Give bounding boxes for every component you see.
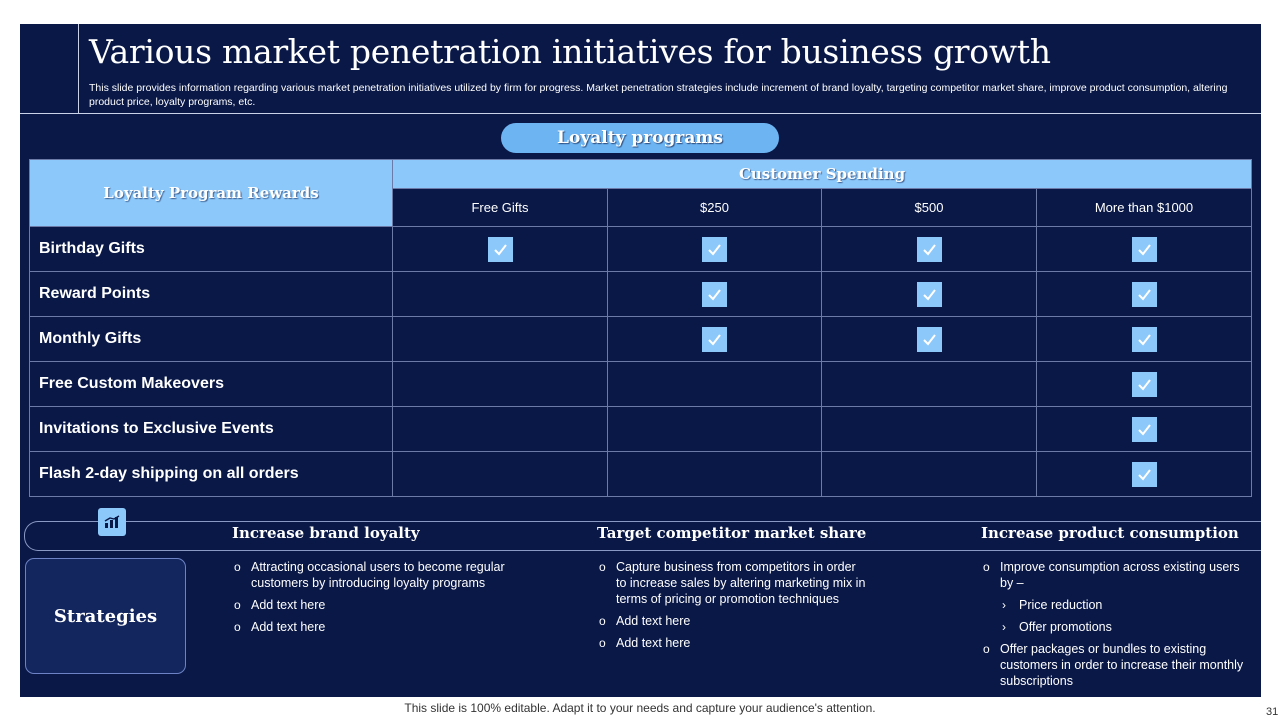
chart-icon [98,508,126,536]
checkmark-icon [1131,281,1157,307]
row-label: Free Custom Makeovers [29,361,393,407]
checkmark-icon [702,326,727,352]
strategy-bullet: Capture business from competitors in ord… [597,559,867,607]
column-header: $500 [821,188,1037,227]
strategy-heading: Increase product consumption [981,524,1239,542]
checkmark-icon [1131,236,1157,262]
table-body: Birthday Gifts Reward Points Monthly Gifts… [29,226,1252,497]
rewards-header: Loyalty Program Rewards [29,159,393,227]
table-cell [821,271,1037,317]
strategy-list: Attracting occasional users to become re… [232,559,532,635]
strategy-column-product-consumption: Increase product consumption Improve con… [981,524,1251,695]
loyalty-programs-pill: Loyalty programs [501,123,779,153]
footer-note: This slide is 100% editable. Adapt it to… [404,701,876,715]
strategy-column-competitor-share: Target competitor market share Capture b… [597,524,867,657]
table-cell [1036,451,1252,497]
table-cell [392,226,608,272]
column-header: $250 [607,188,822,227]
table-cell [392,406,608,452]
table-cell [821,451,1037,497]
table-row: Flash 2-day shipping on all orders [29,451,1252,497]
table-row: Birthday Gifts [29,226,1252,272]
table-cell [607,451,822,497]
strategy-bullet: Offer packages or bundles to existing cu… [981,641,1251,689]
slide-title: Various market penetration initiatives f… [89,32,1051,71]
table-row: Reward Points [29,271,1252,317]
checkmark-icon [702,281,727,307]
checkmark-icon [1131,371,1157,397]
checkmark-icon [1131,326,1157,352]
slide-subtitle: This slide provides information regardin… [89,82,1228,108]
strategy-bullet: Improve consumption across existing user… [981,559,1251,591]
strategy-bullet: Add text here [597,613,867,629]
row-label: Invitations to Exclusive Events [29,406,393,452]
table-cell [607,406,822,452]
strategy-bullet: Add text here [597,635,867,651]
table-row: Monthly Gifts [29,316,1252,362]
strategy-list: Capture business from competitors in ord… [597,559,867,651]
table-cell [821,361,1037,407]
checkmark-icon [916,326,942,352]
title-divider [20,113,1261,114]
strategies-connector-bar [24,521,1261,551]
slide: Various market penetration initiatives f… [20,24,1261,697]
strategy-heading: Target competitor market share [597,524,867,542]
table-cell [392,361,608,407]
strategy-bullet: Attracting occasional users to become re… [232,559,532,591]
column-header: Free Gifts [392,188,608,227]
column-header: More than $1000 [1036,188,1252,227]
table-cell [821,226,1037,272]
table-cell [821,316,1037,362]
strategy-sub-bullet: Price reduction [981,597,1251,613]
loyalty-rewards-table: Loyalty Program Rewards Customer Spendin… [29,158,1252,497]
table-cell [607,271,822,317]
checkmark-icon [1131,416,1157,442]
table-cell [821,406,1037,452]
checkmark-icon [916,236,942,262]
checkmark-icon [487,236,513,262]
table-row: Free Custom Makeovers [29,361,1252,407]
column-header-row: Free Gifts $250 $500 More than $1000 [30,188,1252,227]
row-label: Flash 2-day shipping on all orders [29,451,393,497]
table-row: Invitations to Exclusive Events [29,406,1252,452]
table-cell [607,361,822,407]
strategy-bullet: Add text here [232,619,532,635]
table-cell [607,226,822,272]
table-cell [1036,361,1252,407]
checkmark-icon [702,236,727,262]
strategy-sub-bullet: Offer promotions [981,619,1251,635]
table-cell [392,316,608,362]
strategy-list: Improve consumption across existing user… [981,559,1251,689]
row-label: Birthday Gifts [29,226,393,272]
table-cell [1036,406,1252,452]
table-cell [1036,226,1252,272]
title-block: Various market penetration initiatives f… [78,24,1261,114]
strategy-heading: Increase brand loyalty [232,524,420,542]
table-cell [1036,271,1252,317]
strategy-bullet: Add text here [232,597,532,613]
strategies-label: Strategies [25,558,186,674]
spending-header: Customer Spending [392,158,1252,190]
table-cell [607,316,822,362]
row-label: Monthly Gifts [29,316,393,362]
page-number: 31 [1266,706,1279,718]
checkmark-icon [916,281,942,307]
strategy-column-brand-loyalty: Increase brand loyalty Attracting occasi… [232,524,532,641]
table-cell [392,451,608,497]
table-cell [392,271,608,317]
checkmark-icon [1131,461,1157,487]
table-cell [1036,316,1252,362]
row-label: Reward Points [29,271,393,317]
